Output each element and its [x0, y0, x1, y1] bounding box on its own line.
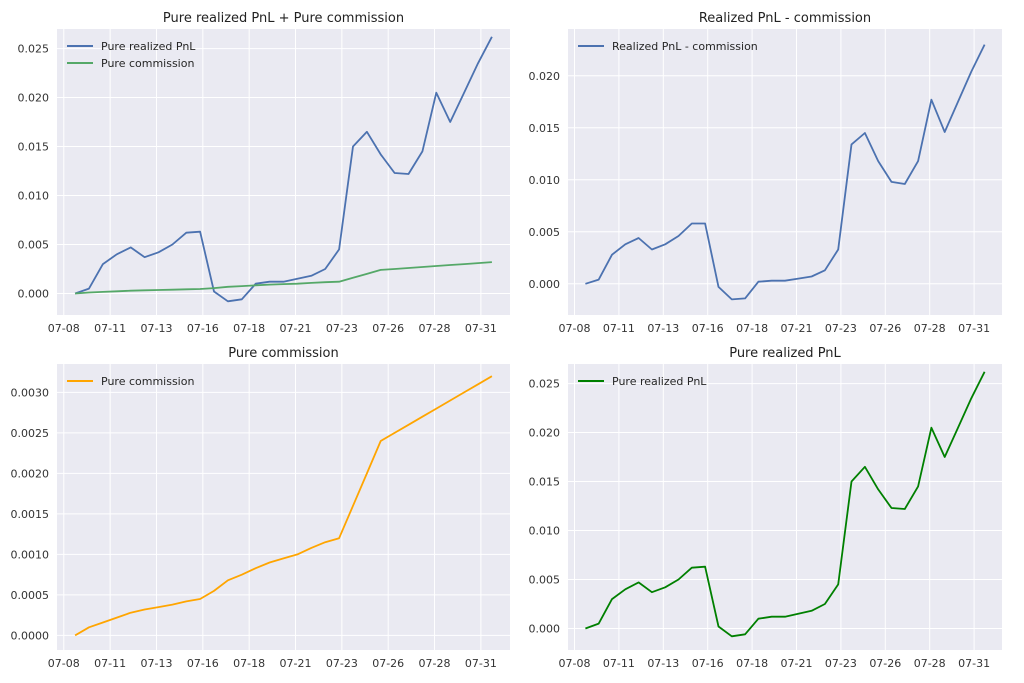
x-tick-label: 07-13 — [647, 322, 679, 335]
x-tick-label: 07-18 — [233, 322, 265, 335]
legend-label: Pure commission — [101, 57, 194, 70]
plot-area — [568, 29, 1002, 315]
plot-area — [57, 29, 510, 315]
y-tick-label: 0.000 — [18, 287, 50, 300]
x-tick-label: 07-18 — [736, 322, 768, 335]
x-tick-label: 07-16 — [187, 657, 219, 670]
series-line-1 — [74, 375, 493, 637]
x-tick-label: 07-23 — [825, 322, 857, 335]
x-tick-label: 07-18 — [233, 657, 265, 670]
y-tick-label: 0.010 — [529, 174, 561, 187]
y-tick-label: 0.000 — [529, 278, 561, 291]
y-tick-label: 0.0000 — [11, 629, 50, 642]
x-tick-label: 07-23 — [326, 657, 358, 670]
legend: Pure commission — [67, 375, 194, 388]
x-tick-label: 07-26 — [372, 322, 404, 335]
y-tick-label: 0.005 — [529, 226, 561, 239]
series-line-1 — [74, 36, 493, 303]
x-tick-label: 07-26 — [372, 657, 404, 670]
x-tick-label: 07-28 — [419, 322, 451, 335]
x-tick-label: 07-08 — [48, 322, 80, 335]
x-tick-label: 07-21 — [781, 322, 813, 335]
plot-area — [57, 364, 510, 650]
x-tick-label: 07-31 — [465, 657, 497, 670]
y-tick-label: 0.0015 — [11, 508, 50, 521]
legend-label: Realized PnL - commission — [612, 40, 758, 53]
y-tick-label: 0.020 — [529, 70, 561, 83]
x-tick-label: 07-16 — [692, 322, 724, 335]
series-line-1 — [585, 44, 986, 301]
x-tick-label: 07-28 — [914, 322, 946, 335]
y-tick-label: 0.005 — [18, 238, 50, 251]
y-tick-label: 0.020 — [18, 92, 50, 105]
x-tick-label: 07-11 — [603, 657, 635, 670]
y-tick-label: 0.015 — [18, 141, 50, 154]
chart-title: Pure realized PnL — [729, 346, 841, 361]
x-tick-label: 07-13 — [140, 322, 172, 335]
y-tick-label: 0.0030 — [11, 386, 50, 399]
subplot-3: Pure commission 0.0000 0.0005 0.0010 0.0015 0… — [11, 346, 510, 670]
y-tick-label: 0.0025 — [11, 427, 50, 440]
legend-label: Pure realized PnL — [612, 375, 707, 388]
subplot-4: Pure realized PnL 0.000 0.005 0.010 0.015 0.0… — [529, 346, 1002, 670]
x-tick-label: 07-16 — [692, 657, 724, 670]
y-tick-label: 0.025 — [18, 43, 50, 56]
y-tick-label: 0.0020 — [11, 467, 50, 480]
subplot-2: Realized PnL - commission 0.000 0.005 0.010… — [529, 11, 1002, 335]
y-tick-label: 0.010 — [529, 525, 561, 538]
chart-title: Pure realized PnL + Pure commission — [163, 11, 404, 26]
x-tick-label: 07-11 — [603, 322, 635, 335]
x-tick-label: 07-16 — [187, 322, 219, 335]
series-line-1 — [585, 371, 986, 638]
y-tick-label: 0.0005 — [11, 589, 50, 602]
subplot-1: Pure realized PnL + Pure commission 0.000… — [18, 11, 510, 335]
x-tick-label: 07-31 — [958, 657, 990, 670]
x-tick-label: 07-11 — [94, 322, 126, 335]
x-tick-label: 07-08 — [559, 657, 591, 670]
x-tick-label: 07-28 — [419, 657, 451, 670]
x-tick-label: 07-11 — [94, 657, 126, 670]
y-tick-label: 0.010 — [18, 190, 50, 203]
x-tick-label: 07-26 — [869, 657, 901, 670]
x-tick-label: 07-21 — [280, 322, 312, 335]
y-tick-label: 0.015 — [529, 476, 561, 489]
x-tick-label: 07-13 — [140, 657, 172, 670]
legend: Realized PnL - commission — [578, 40, 758, 53]
x-tick-label: 07-23 — [825, 657, 857, 670]
x-tick-label: 07-21 — [280, 657, 312, 670]
legend: Pure realized PnL — [578, 375, 707, 388]
y-tick-label: 0.0010 — [11, 548, 50, 561]
x-tick-label: 07-08 — [559, 322, 591, 335]
legend-label: Pure realized PnL — [101, 40, 196, 53]
series-line-2 — [75, 261, 492, 295]
x-tick-label: 07-23 — [326, 322, 358, 335]
x-tick-label: 07-08 — [48, 657, 80, 670]
x-tick-label: 07-31 — [465, 322, 497, 335]
x-tick-label: 07-28 — [914, 657, 946, 670]
y-tick-label: 0.000 — [529, 622, 561, 635]
x-tick-label: 07-31 — [958, 322, 990, 335]
legend-label: Pure commission — [101, 375, 194, 388]
x-tick-label: 07-13 — [647, 657, 679, 670]
x-tick-label: 07-21 — [781, 657, 813, 670]
x-tick-label: 07-18 — [736, 657, 768, 670]
x-tick-label: 07-26 — [869, 322, 901, 335]
y-tick-label: 0.005 — [529, 573, 561, 586]
y-tick-label: 0.015 — [529, 122, 561, 135]
chart-title: Realized PnL - commission — [699, 11, 871, 26]
y-tick-label: 0.025 — [529, 378, 561, 391]
legend: Pure realized PnL Pure commission — [67, 40, 196, 70]
plot-area — [568, 364, 1002, 650]
chart-title: Pure commission — [228, 346, 338, 361]
y-tick-label: 0.020 — [529, 427, 561, 440]
